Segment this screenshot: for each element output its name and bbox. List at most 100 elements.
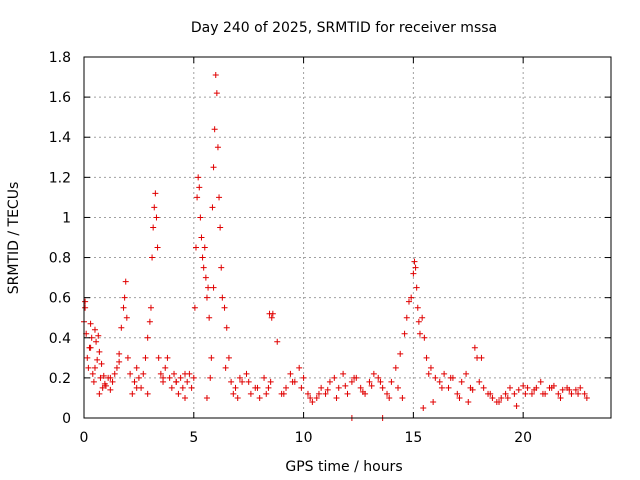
data-point [202, 274, 209, 281]
data-point [94, 356, 101, 363]
data-point [441, 370, 448, 377]
data-point [120, 304, 127, 311]
data-point [208, 354, 215, 361]
data-point [149, 254, 156, 261]
data-point [478, 354, 485, 361]
data-point [210, 164, 217, 171]
data-point [445, 384, 452, 391]
data-point [377, 378, 384, 385]
data-point [184, 378, 191, 385]
data-point [289, 378, 296, 385]
data-point [413, 284, 420, 291]
data-point [209, 204, 216, 211]
data-point [210, 284, 217, 291]
data-point [151, 204, 158, 211]
data-point [414, 304, 421, 311]
data-point [504, 394, 511, 401]
data-point [175, 390, 182, 397]
data-point [368, 382, 375, 389]
data-point [127, 370, 134, 377]
data-point [191, 304, 198, 311]
data-point [157, 370, 164, 377]
data-point [528, 390, 535, 397]
data-point [410, 270, 417, 277]
y-tick-label: 0.2 [49, 371, 71, 387]
data-point [412, 264, 419, 271]
data-point [168, 384, 175, 391]
data-point [236, 374, 243, 381]
data-point [95, 332, 102, 339]
data-point [147, 304, 154, 311]
data-point [87, 344, 94, 351]
data-point [194, 194, 201, 201]
data-point [415, 318, 422, 325]
data-point [207, 374, 214, 381]
data-point [395, 384, 402, 391]
data-point [144, 390, 151, 397]
data-point [432, 374, 439, 381]
x-tick-label: 15 [404, 430, 422, 446]
data-point [351, 374, 358, 381]
data-point [340, 370, 347, 377]
data-point [524, 384, 531, 391]
data-point [107, 386, 114, 393]
data-point [171, 370, 178, 377]
data-point [515, 386, 522, 393]
data-point [247, 390, 254, 397]
data-point [206, 314, 213, 321]
data-point [179, 384, 186, 391]
data-point [230, 390, 237, 397]
data-point [91, 326, 98, 333]
data-point [304, 390, 311, 397]
data-point [192, 244, 199, 251]
data-point [559, 386, 566, 393]
data-point [109, 378, 116, 385]
data-point [447, 374, 454, 381]
data-point [454, 390, 461, 397]
data-point [121, 294, 128, 301]
data-point [419, 314, 426, 321]
grid-layer [84, 57, 611, 418]
data-point [197, 214, 204, 221]
data-point [152, 190, 159, 197]
data-point [280, 390, 287, 397]
data-point [430, 398, 437, 405]
data-point [164, 354, 171, 361]
x-tick-label: 20 [514, 430, 532, 446]
data-point [388, 378, 395, 385]
data-point [203, 394, 210, 401]
data-point [263, 390, 270, 397]
axis-ticks: 0 0.2 0.4 0.6 0.8 1 1.2 1.4 1.6 1.8 0 5 10 15 20 [49, 50, 611, 446]
data-point [471, 344, 478, 351]
data-point [216, 194, 223, 201]
data-point [195, 174, 202, 181]
data-point [146, 318, 153, 325]
data-point [203, 294, 210, 301]
data-point [84, 354, 91, 361]
data-point [324, 386, 331, 393]
y-tick-label: 0.8 [49, 251, 71, 267]
data-point [188, 384, 195, 391]
data-point [212, 72, 219, 79]
data-point [463, 370, 470, 377]
x-tick-label: 0 [80, 430, 89, 446]
data-point [403, 314, 410, 321]
data-point [190, 374, 197, 381]
x-tick-label: 5 [189, 430, 198, 446]
data-point [129, 390, 136, 397]
data-point [200, 264, 207, 271]
data-point [124, 354, 131, 361]
data-point [254, 384, 261, 391]
data-point [357, 384, 364, 391]
data-point [283, 384, 290, 391]
y-tick-label: 1.2 [49, 170, 71, 186]
data-point [557, 394, 564, 401]
data-point [522, 390, 529, 397]
data-point [575, 390, 582, 397]
data-point [96, 348, 103, 355]
data-point [335, 384, 342, 391]
data-point [342, 382, 349, 389]
data-point [487, 390, 494, 397]
data-point [166, 374, 173, 381]
